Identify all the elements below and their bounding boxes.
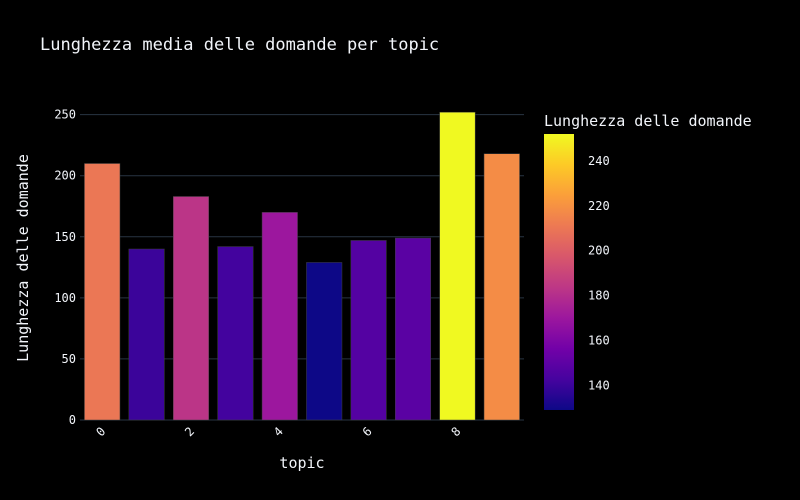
y-tick-label: 100 — [54, 291, 76, 305]
colorbar-tick-label: 160 — [588, 333, 610, 347]
colorbar-tick-label: 240 — [588, 154, 610, 168]
y-tick-label: 150 — [54, 230, 76, 244]
colorbar-ticks: 140 160 180 200 220 240 — [588, 154, 610, 392]
bar — [128, 248, 165, 421]
x-tick-label: 8 — [449, 424, 464, 439]
colorbar-title: Lunghezza delle domande — [544, 112, 752, 130]
bar — [483, 153, 520, 421]
x-tick-label: 2 — [182, 424, 197, 439]
bar — [350, 240, 387, 421]
bar — [172, 196, 210, 421]
y-axis-title: Lunghezza delle domande — [14, 154, 32, 362]
x-tick-label: 6 — [360, 424, 375, 439]
y-tick-label: 0 — [69, 413, 76, 427]
x-tick-label: 0 — [93, 424, 108, 439]
colorbar — [544, 134, 574, 410]
x-tick-label: 4 — [271, 424, 286, 439]
x-axis-ticks: 0 2 4 6 8 — [93, 424, 463, 439]
colorbar-tick-label: 140 — [588, 378, 610, 392]
bar — [84, 163, 121, 421]
bar — [306, 262, 343, 421]
bar — [394, 237, 432, 421]
y-axis-ticks: 0 50 100 150 200 250 — [54, 108, 76, 427]
bar — [261, 212, 298, 421]
chart-title: Lunghezza media delle domande per topic — [40, 35, 439, 55]
y-tick-label: 200 — [54, 169, 76, 183]
colorbar-tick-label: 180 — [588, 289, 610, 303]
y-tick-label: 50 — [62, 352, 76, 366]
bars — [84, 111, 520, 421]
x-axis-title: topic — [279, 454, 324, 472]
colorbar-tick-label: 220 — [588, 199, 610, 213]
y-tick-label: 250 — [54, 108, 76, 122]
bar — [439, 111, 476, 421]
bar — [217, 246, 254, 421]
colorbar-tick-label: 200 — [588, 244, 610, 258]
